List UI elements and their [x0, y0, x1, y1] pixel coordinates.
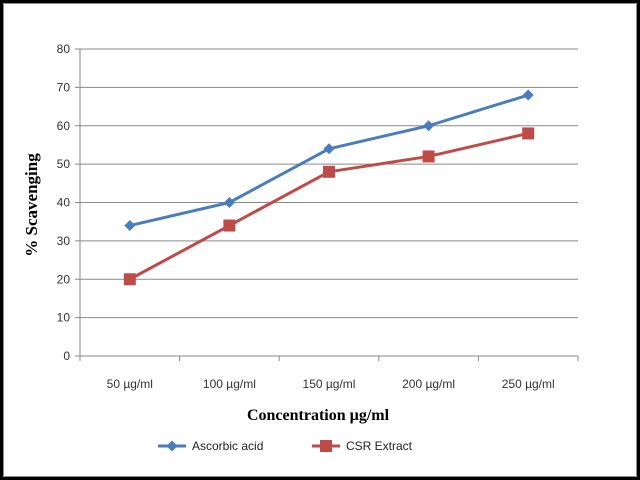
chart-frame	[3, 3, 637, 477]
data-point-csr-extract	[223, 219, 236, 232]
y-tick-label: 40	[57, 196, 71, 210]
y-tick-label: 60	[57, 119, 71, 133]
series-line-csr-extract	[129, 131, 529, 281]
y-axis-title: % Scavenging	[22, 153, 41, 257]
legend-label: CSR Extract	[346, 439, 413, 453]
x-tick-label: 250 µg/ml	[502, 377, 555, 391]
data-point-csr-extract	[323, 165, 335, 178]
x-tick-labels: 50 µg/ml 100 µg/ml 150 µg/ml 200 µg/ml 250 µ…	[79, 356, 579, 391]
legend-item-ascorbic-acid: Ascorbic acid	[158, 439, 263, 453]
legend: Ascorbic acid CSR Extract	[158, 439, 413, 453]
y-tick-label: 80	[57, 42, 71, 56]
data-point-csr-extract	[422, 150, 435, 163]
series-csr-extract	[123, 127, 535, 286]
data-point-ascorbic-acid	[124, 220, 136, 232]
series-lines	[123, 89, 535, 286]
y-tick-label: 10	[57, 311, 71, 325]
x-tick-label: 200 µg/ml	[402, 377, 455, 391]
legend-item-csr-extract: CSR Extract	[312, 439, 413, 453]
data-point-ascorbic-acid	[223, 197, 235, 208]
y-tick-labels: 0 10 20 30 40 50 60 70 80	[57, 42, 80, 363]
series-ascorbic-acid	[124, 89, 534, 232]
data-point-csr-extract	[123, 273, 136, 286]
data-point-ascorbic-acid	[423, 120, 435, 132]
data-point-csr-extract	[522, 127, 535, 140]
series-line-ascorbic-acid	[129, 93, 529, 227]
data-point-ascorbic-acid	[323, 143, 335, 155]
legend-label: Ascorbic acid	[192, 439, 263, 453]
x-tick-label: 150 µg/ml	[303, 377, 356, 391]
y-tick-label: 20	[57, 272, 71, 286]
y-tick-label: 30	[57, 234, 71, 248]
legend-marker	[320, 440, 332, 452]
y-tick-label: 0	[63, 349, 70, 363]
x-axis-title: Concentration µg/ml	[247, 407, 390, 424]
x-tick-label: 100 µg/ml	[203, 377, 256, 391]
y-tick-label: 70	[57, 80, 71, 94]
y-tick-label: 50	[57, 157, 71, 171]
x-tick-label: 50 µg/ml	[107, 377, 153, 391]
legend-marker	[166, 440, 178, 452]
gridlines	[80, 48, 578, 319]
data-point-ascorbic-acid	[522, 89, 534, 101]
